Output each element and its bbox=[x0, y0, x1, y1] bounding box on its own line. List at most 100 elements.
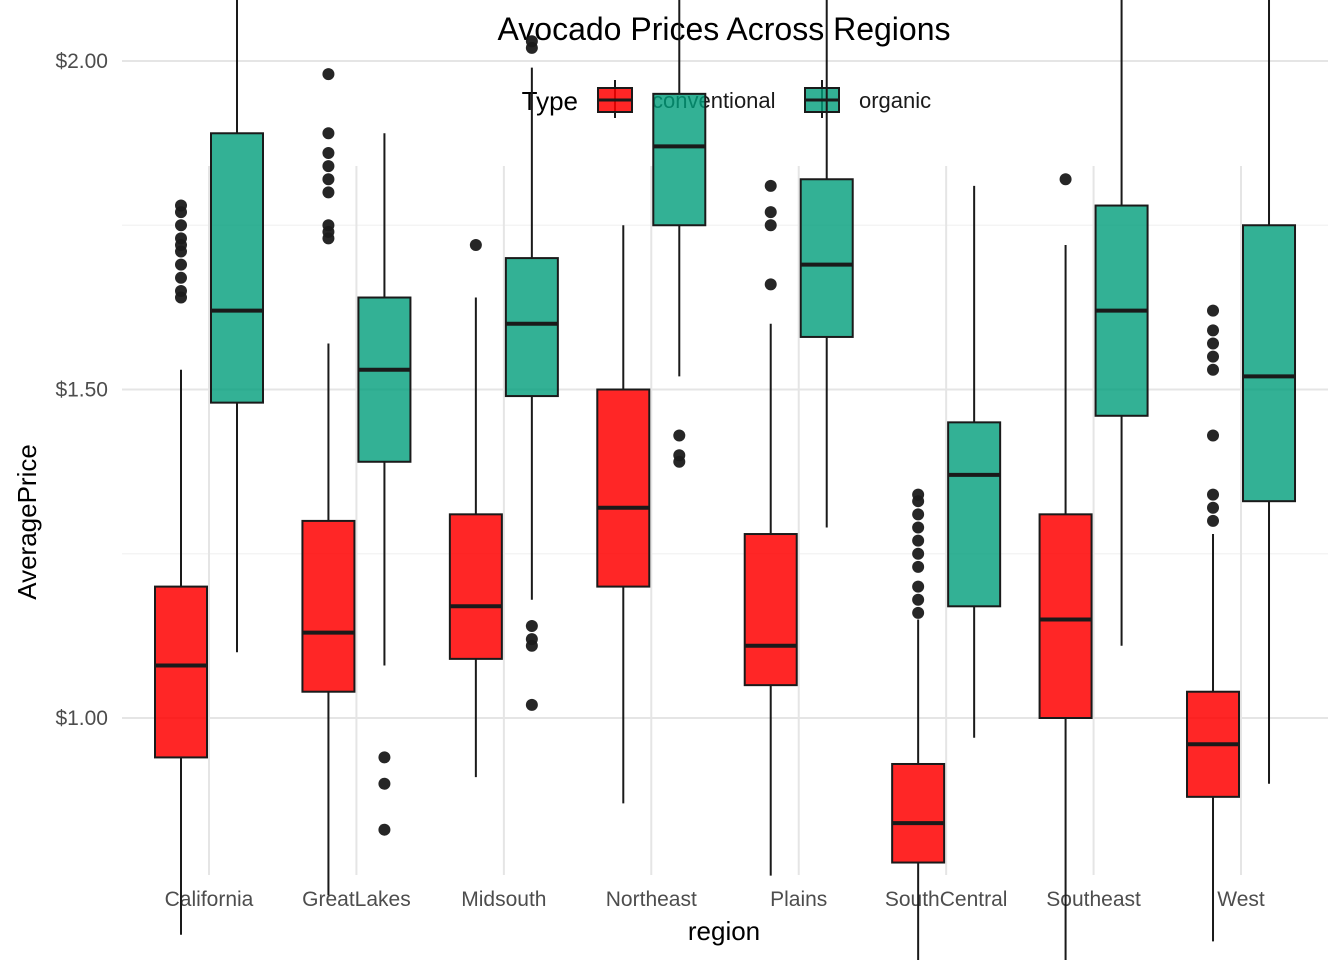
box-iqr bbox=[448, 513, 503, 660]
outlier-point bbox=[322, 160, 335, 173]
box-iqr bbox=[210, 132, 264, 404]
legend-label-organic: organic bbox=[859, 88, 931, 113]
x-tick-label: West bbox=[1217, 888, 1265, 911]
outlier-point bbox=[175, 258, 187, 271]
box-conventional-Southeast bbox=[1038, 173, 1093, 960]
box-conventional-SouthCentral bbox=[891, 488, 946, 960]
outlier-point bbox=[1207, 429, 1220, 442]
y-tick-label: $1.00 bbox=[55, 707, 108, 730]
outlier-point bbox=[1059, 173, 1072, 186]
outlier-point bbox=[1207, 304, 1220, 317]
outlier-point bbox=[912, 560, 925, 573]
box-organic-West bbox=[1242, 0, 1297, 784]
box-iqr bbox=[947, 421, 1002, 608]
outlier-point bbox=[175, 284, 187, 297]
outlier-point bbox=[175, 232, 187, 245]
box-iqr bbox=[1038, 513, 1093, 720]
outlier-point bbox=[764, 219, 777, 232]
plot-grid bbox=[122, 60, 1328, 875]
outlier-point bbox=[1207, 363, 1220, 376]
x-tick-label: GreatLakes bbox=[302, 888, 411, 911]
outlier-point bbox=[1207, 337, 1220, 350]
outlier-point bbox=[912, 521, 925, 534]
box-organic-California bbox=[210, 0, 264, 653]
outlier-point bbox=[525, 698, 538, 711]
outlier-point bbox=[322, 186, 335, 199]
box-iqr bbox=[357, 296, 412, 463]
box-iqr bbox=[504, 257, 559, 398]
box-conventional-GreatLakes bbox=[301, 68, 356, 896]
box-conventional-Midsouth bbox=[448, 238, 503, 778]
x-tick-label: SouthCentral bbox=[885, 888, 1008, 911]
outlier-point bbox=[469, 238, 482, 251]
outlier-point bbox=[764, 206, 777, 219]
legend-title: Type bbox=[522, 86, 578, 116]
outlier-point bbox=[764, 278, 777, 291]
outlier-point bbox=[378, 751, 391, 764]
box-conventional-West bbox=[1186, 304, 1241, 942]
chart-title: Avocado Prices Across Regions bbox=[498, 11, 951, 47]
outlier-point bbox=[322, 68, 335, 81]
outlier-point bbox=[175, 199, 187, 212]
outlier-point bbox=[764, 179, 777, 192]
box-organic-Plains bbox=[799, 0, 854, 528]
box-conventional-Northeast bbox=[596, 225, 651, 804]
x-tick-label: Northeast bbox=[606, 888, 697, 911]
y-axis-label: AveragePrice bbox=[12, 444, 42, 600]
x-axis-ticks: California GreatLakes Midsouth Northeast Pla… bbox=[165, 888, 1265, 911]
y-tick-label: $2.00 bbox=[55, 50, 108, 73]
outlier-point bbox=[175, 219, 187, 232]
outlier-point bbox=[912, 606, 925, 619]
outlier-point bbox=[912, 593, 925, 606]
box-organic-Northeast bbox=[652, 0, 707, 468]
box-iqr bbox=[1242, 224, 1297, 503]
outlier-point bbox=[1207, 501, 1220, 514]
x-tick-label: California bbox=[165, 888, 254, 911]
box-iqr bbox=[891, 762, 946, 864]
box-iqr bbox=[652, 92, 707, 227]
box-iqr bbox=[743, 533, 798, 687]
outlier-point bbox=[525, 35, 538, 48]
outlier-point bbox=[322, 146, 335, 159]
y-tick-label: $1.50 bbox=[55, 379, 108, 402]
outlier-point bbox=[525, 633, 538, 646]
outlier-point bbox=[912, 508, 925, 521]
outlier-point bbox=[912, 547, 925, 560]
x-tick-label: Southeast bbox=[1046, 888, 1141, 911]
outlier-point bbox=[322, 127, 335, 140]
outlier-point bbox=[673, 449, 686, 462]
box-organic-GreatLakes bbox=[357, 133, 412, 836]
outlier-point bbox=[912, 580, 925, 593]
outlier-point bbox=[525, 620, 538, 633]
outlier-point bbox=[1207, 324, 1220, 337]
outlier-point bbox=[175, 271, 187, 284]
legend: Type conventional organic bbox=[522, 80, 931, 118]
x-axis-label: region bbox=[688, 916, 760, 946]
box-organic-Southeast bbox=[1094, 0, 1149, 646]
box-conventional-California bbox=[154, 199, 208, 935]
outlier-point bbox=[1207, 514, 1220, 527]
box-iqr bbox=[596, 388, 651, 588]
legend-key-organic bbox=[804, 80, 840, 118]
box-iqr bbox=[154, 585, 208, 759]
box-conventional-Plains bbox=[743, 179, 798, 876]
x-tick-label: Plains bbox=[770, 888, 827, 911]
box-organic-SouthCentral bbox=[947, 185, 1002, 738]
x-tick-label: Midsouth bbox=[461, 888, 546, 911]
box-iqr bbox=[301, 519, 356, 693]
box-series bbox=[154, 0, 1297, 960]
box-organic-Midsouth bbox=[504, 35, 559, 711]
outlier-point bbox=[322, 173, 335, 186]
box-iqr bbox=[799, 178, 854, 338]
y-axis-ticks: $1.00$1.50$2.00$2.50 bbox=[55, 50, 108, 730]
legend-key-conventional bbox=[597, 80, 633, 118]
outlier-point bbox=[322, 219, 335, 232]
outlier-point bbox=[1207, 488, 1220, 501]
outlier-point bbox=[1207, 350, 1220, 363]
outlier-point bbox=[378, 777, 391, 790]
outlier-point bbox=[912, 534, 925, 547]
outlier-point bbox=[673, 429, 686, 442]
outlier-point bbox=[378, 823, 391, 836]
outlier-point bbox=[912, 488, 925, 501]
